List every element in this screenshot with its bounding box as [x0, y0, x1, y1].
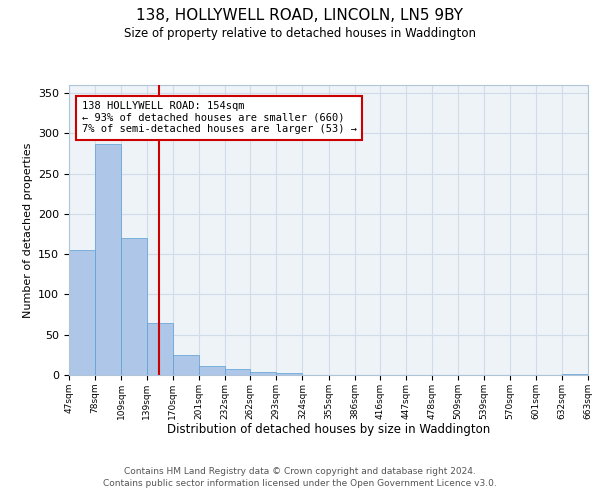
Bar: [121, 238, 146, 375]
Bar: [146, 322, 173, 375]
Text: Contains public sector information licensed under the Open Government Licence v3: Contains public sector information licen…: [103, 479, 497, 488]
Text: 138, HOLLYWELL ROAD, LINCOLN, LN5 9BY: 138, HOLLYWELL ROAD, LINCOLN, LN5 9BY: [137, 8, 464, 22]
Text: Contains HM Land Registry data © Crown copyright and database right 2024.: Contains HM Land Registry data © Crown c…: [124, 468, 476, 476]
Bar: [276, 374, 302, 375]
Text: Distribution of detached houses by size in Waddington: Distribution of detached houses by size …: [167, 422, 490, 436]
Bar: [562, 374, 588, 375]
Text: 138 HOLLYWELL ROAD: 154sqm
← 93% of detached houses are smaller (660)
7% of semi: 138 HOLLYWELL ROAD: 154sqm ← 93% of deta…: [82, 101, 356, 134]
Bar: [69, 250, 95, 375]
Bar: [225, 370, 250, 375]
Bar: [199, 366, 225, 375]
Bar: [250, 372, 276, 375]
Text: Size of property relative to detached houses in Waddington: Size of property relative to detached ho…: [124, 28, 476, 40]
Bar: [95, 144, 121, 375]
Bar: [173, 355, 199, 375]
Y-axis label: Number of detached properties: Number of detached properties: [23, 142, 32, 318]
